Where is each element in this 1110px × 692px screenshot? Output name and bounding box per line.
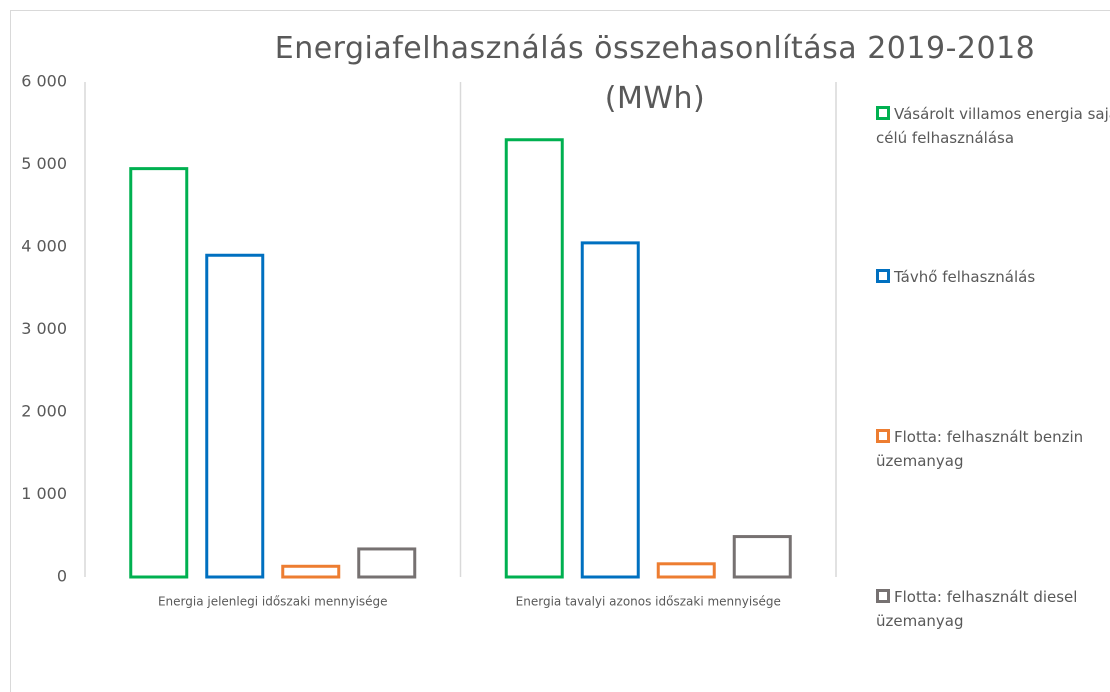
x-tick-label: Energia tavalyi azonos időszaki mennyisé… (516, 595, 781, 609)
y-tick-label: 3 000 (21, 319, 67, 338)
y-tick-label: 0 (57, 567, 67, 586)
legend-label: Flotta: felhasznált benzin üzemanyag (876, 428, 1084, 470)
legend-item: Vásárolt villamos energia saját célú fel… (876, 102, 1110, 150)
bar (504, 138, 564, 579)
y-tick-label: 1 000 (21, 484, 67, 503)
legend-swatch (876, 106, 890, 120)
legend-label: Távhő felhasználás (894, 268, 1036, 286)
legend-item: Távhő felhasználás (876, 265, 1110, 289)
bar (732, 535, 792, 579)
legend-label: Flotta: felhasznált diesel üzemanyag (876, 588, 1078, 630)
bar (580, 241, 640, 579)
y-tick-label: 2 000 (21, 402, 67, 421)
bar (357, 547, 417, 579)
legend-swatch (876, 269, 890, 283)
chart-border (10, 10, 1110, 692)
y-tick-label: 4 000 (21, 237, 67, 256)
y-tick-label: 5 000 (21, 154, 67, 173)
bar (129, 167, 189, 579)
bar (281, 564, 341, 579)
y-tick-label: 6 000 (21, 72, 67, 91)
x-tick-label: Energia jelenlegi időszaki mennyisége (158, 595, 388, 609)
legend-item: Flotta: felhasznált benzin üzemanyag (876, 425, 1110, 473)
chart-title: Energiafelhasználás összehasonlítása 201… (274, 31, 1036, 116)
bar (656, 562, 716, 579)
legend-label: Vásárolt villamos energia saját célú fel… (876, 105, 1110, 147)
bar (205, 253, 265, 579)
legend-item: Flotta: felhasznált diesel üzemanyag (876, 585, 1110, 633)
legend-swatch (876, 589, 890, 603)
legend-swatch (876, 429, 890, 443)
